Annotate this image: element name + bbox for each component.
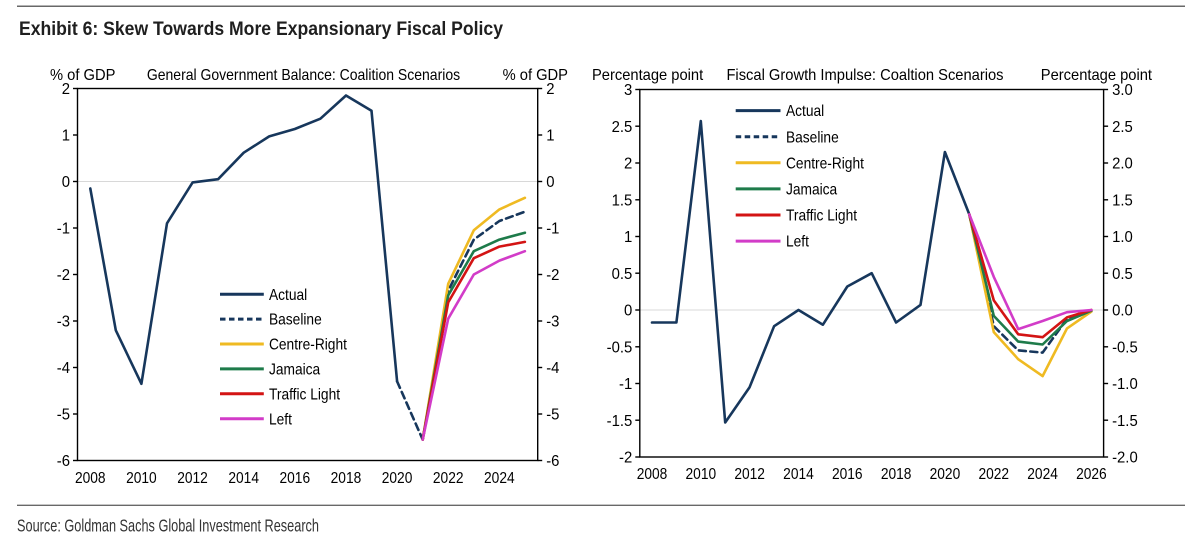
svg-text:Fiscal Growth Impulse: Coaltio: Fiscal Growth Impulse: Coaltion Scenario… xyxy=(726,66,1003,84)
svg-text:1: 1 xyxy=(546,127,554,145)
svg-text:2026: 2026 xyxy=(1076,465,1107,483)
svg-text:2016: 2016 xyxy=(832,465,863,483)
svg-text:Left: Left xyxy=(269,410,293,428)
svg-text:2: 2 xyxy=(624,155,632,173)
svg-text:-1.5: -1.5 xyxy=(1112,412,1138,430)
svg-text:Centre-Right: Centre-Right xyxy=(269,336,348,354)
svg-text:Traffic Light: Traffic Light xyxy=(786,207,858,225)
svg-text:% of GDP: % of GDP xyxy=(503,66,568,84)
svg-text:Percentage point: Percentage point xyxy=(592,66,704,84)
svg-text:-2.0: -2.0 xyxy=(1112,449,1138,467)
svg-text:2008: 2008 xyxy=(637,465,668,483)
svg-text:Percentage point: Percentage point xyxy=(1041,66,1153,84)
svg-text:3.0: 3.0 xyxy=(1112,82,1133,100)
svg-text:0: 0 xyxy=(624,302,632,320)
svg-text:Exhibit 6: Skew Towards More E: Exhibit 6: Skew Towards More Expansionar… xyxy=(19,18,503,40)
svg-text:-1: -1 xyxy=(619,376,632,394)
svg-text:Source: Goldman Sachs Global I: Source: Goldman Sachs Global Investment … xyxy=(17,516,319,536)
svg-text:2018: 2018 xyxy=(331,469,362,487)
svg-text:-1: -1 xyxy=(57,220,70,238)
svg-text:2018: 2018 xyxy=(881,465,912,483)
svg-text:-0.5: -0.5 xyxy=(607,339,633,357)
svg-text:2.0: 2.0 xyxy=(1112,155,1133,173)
svg-text:2022: 2022 xyxy=(978,465,1009,483)
svg-text:Baseline: Baseline xyxy=(269,311,322,329)
svg-text:2010: 2010 xyxy=(126,469,157,487)
svg-text:2020: 2020 xyxy=(382,469,413,487)
svg-text:2010: 2010 xyxy=(686,465,717,483)
svg-text:2020: 2020 xyxy=(930,465,961,483)
svg-text:-4: -4 xyxy=(57,360,71,378)
svg-text:-4: -4 xyxy=(546,360,560,378)
svg-text:1: 1 xyxy=(624,229,632,247)
svg-text:Actual: Actual xyxy=(269,286,307,304)
svg-text:General Government Balance: Co: General Government Balance: Coalition Sc… xyxy=(147,66,460,84)
svg-text:-1.0: -1.0 xyxy=(1112,376,1138,394)
svg-text:-6: -6 xyxy=(546,453,559,471)
svg-text:2024: 2024 xyxy=(1027,465,1058,483)
svg-text:2016: 2016 xyxy=(280,469,311,487)
svg-text:2.5: 2.5 xyxy=(1112,118,1133,136)
svg-text:0.5: 0.5 xyxy=(1112,265,1133,283)
svg-text:0: 0 xyxy=(62,174,70,192)
svg-text:2022: 2022 xyxy=(433,469,464,487)
svg-text:-1: -1 xyxy=(546,220,559,238)
svg-text:2012: 2012 xyxy=(734,465,765,483)
svg-text:2: 2 xyxy=(62,81,70,99)
svg-text:2: 2 xyxy=(546,81,554,99)
svg-text:-2: -2 xyxy=(619,449,632,467)
svg-text:0.5: 0.5 xyxy=(612,265,633,283)
svg-text:3: 3 xyxy=(624,82,632,100)
svg-text:-1.5: -1.5 xyxy=(607,412,633,430)
svg-text:0.0: 0.0 xyxy=(1112,302,1133,320)
svg-text:-3: -3 xyxy=(546,313,559,331)
svg-text:2008: 2008 xyxy=(75,469,106,487)
svg-text:-2: -2 xyxy=(57,267,70,285)
svg-text:Baseline: Baseline xyxy=(786,128,839,146)
svg-text:% of GDP: % of GDP xyxy=(50,66,115,84)
svg-text:2.5: 2.5 xyxy=(612,118,633,136)
svg-text:1: 1 xyxy=(62,127,70,145)
svg-text:-0.5: -0.5 xyxy=(1112,339,1138,357)
svg-text:-6: -6 xyxy=(57,453,70,471)
svg-text:-2: -2 xyxy=(546,267,559,285)
svg-text:Left: Left xyxy=(786,233,810,251)
svg-text:2012: 2012 xyxy=(177,469,208,487)
svg-text:Jamaica: Jamaica xyxy=(786,181,838,199)
svg-text:1.5: 1.5 xyxy=(1112,192,1133,210)
svg-text:2014: 2014 xyxy=(783,465,814,483)
svg-text:Traffic Light: Traffic Light xyxy=(269,385,341,403)
svg-text:0: 0 xyxy=(546,174,554,192)
svg-text:-3: -3 xyxy=(57,313,70,331)
svg-text:1.5: 1.5 xyxy=(612,192,633,210)
svg-text:2014: 2014 xyxy=(228,469,259,487)
svg-text:2024: 2024 xyxy=(484,469,515,487)
svg-text:-5: -5 xyxy=(546,406,559,424)
svg-text:Actual: Actual xyxy=(786,102,824,120)
svg-text:-5: -5 xyxy=(57,406,70,424)
svg-text:1.0: 1.0 xyxy=(1112,229,1133,247)
svg-text:Jamaica: Jamaica xyxy=(269,361,321,379)
svg-text:Centre-Right: Centre-Right xyxy=(786,154,865,172)
